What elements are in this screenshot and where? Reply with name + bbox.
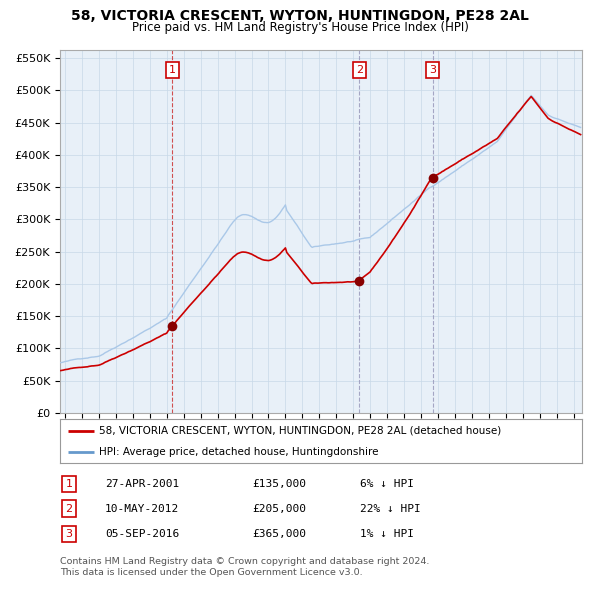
Text: This data is licensed under the Open Government Licence v3.0.: This data is licensed under the Open Gov…	[60, 568, 362, 577]
Text: 3: 3	[429, 65, 436, 75]
Text: Price paid vs. HM Land Registry's House Price Index (HPI): Price paid vs. HM Land Registry's House …	[131, 21, 469, 34]
Text: 2: 2	[356, 65, 363, 75]
Text: 1: 1	[169, 65, 176, 75]
Text: 27-APR-2001: 27-APR-2001	[105, 479, 179, 489]
Text: 58, VICTORIA CRESCENT, WYTON, HUNTINGDON, PE28 2AL (detached house): 58, VICTORIA CRESCENT, WYTON, HUNTINGDON…	[99, 426, 502, 436]
Text: 1: 1	[65, 479, 73, 489]
Text: £135,000: £135,000	[252, 479, 306, 489]
Text: Contains HM Land Registry data © Crown copyright and database right 2024.: Contains HM Land Registry data © Crown c…	[60, 558, 430, 566]
Text: 2: 2	[65, 504, 73, 513]
Text: 6% ↓ HPI: 6% ↓ HPI	[360, 479, 414, 489]
Text: 1% ↓ HPI: 1% ↓ HPI	[360, 529, 414, 539]
Text: 10-MAY-2012: 10-MAY-2012	[105, 504, 179, 513]
Text: 58, VICTORIA CRESCENT, WYTON, HUNTINGDON, PE28 2AL: 58, VICTORIA CRESCENT, WYTON, HUNTINGDON…	[71, 9, 529, 24]
Text: 05-SEP-2016: 05-SEP-2016	[105, 529, 179, 539]
Text: £205,000: £205,000	[252, 504, 306, 513]
Text: HPI: Average price, detached house, Huntingdonshire: HPI: Average price, detached house, Hunt…	[99, 447, 379, 457]
Text: £365,000: £365,000	[252, 529, 306, 539]
Text: 22% ↓ HPI: 22% ↓ HPI	[360, 504, 421, 513]
Text: 3: 3	[65, 529, 73, 539]
